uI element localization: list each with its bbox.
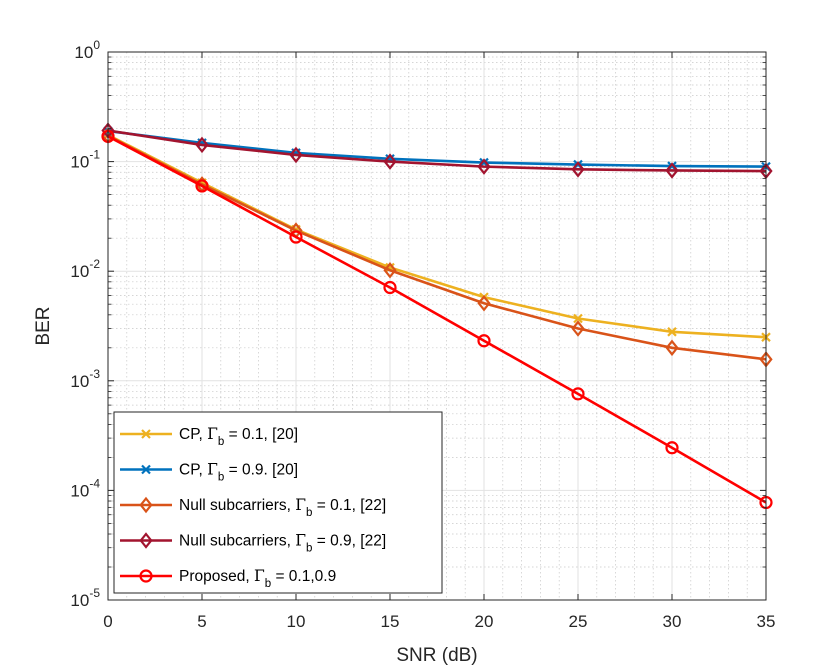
x-axis-title: SNR (dB) bbox=[396, 645, 477, 666]
y-axis-title: BER bbox=[33, 306, 54, 345]
x-tick-label: 15 bbox=[381, 612, 400, 631]
ber-chart: 0 5 10 15 20 25 30 35 10-510-410-310-210-1100 S… bbox=[0, 0, 830, 670]
x-tick-label: 30 bbox=[663, 612, 682, 631]
x-tick-label: 35 bbox=[757, 612, 776, 631]
x-tick-label: 5 bbox=[197, 612, 206, 631]
legend: CP, Γb = 0.1, [20]CP, Γb = 0.9. [20]Null… bbox=[114, 412, 442, 593]
x-tick-label: 10 bbox=[287, 612, 306, 631]
x-tick-label: 25 bbox=[569, 612, 588, 631]
x-tick-label: 20 bbox=[475, 612, 494, 631]
x-tick-label: 0 bbox=[103, 612, 112, 631]
